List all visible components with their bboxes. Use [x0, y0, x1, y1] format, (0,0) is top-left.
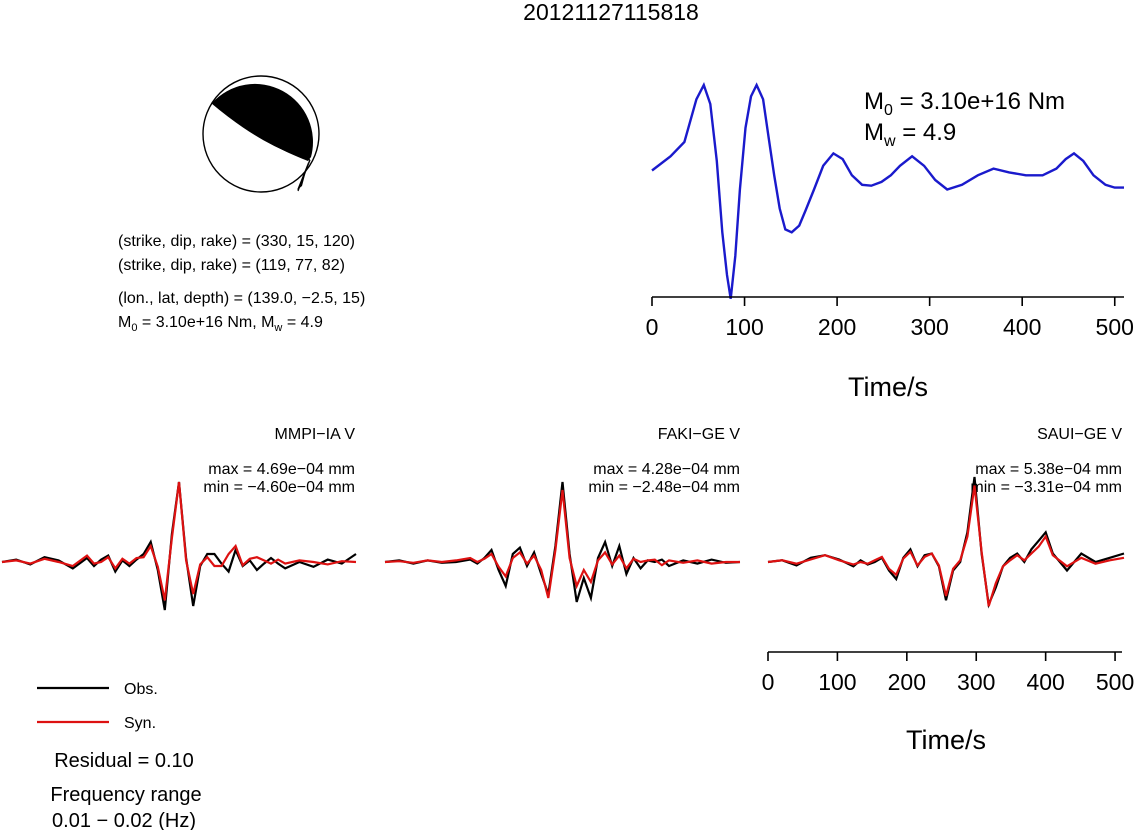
stf-x-axis: 0 100 200 300 400 500 [646, 296, 1134, 340]
stf-tick-label: 400 [1003, 314, 1041, 340]
fm-line-3: (lon., lat, depth) = (139.0, −2.5, 15) [118, 290, 365, 307]
station-label: SAUI−GE V [1037, 426, 1122, 443]
fm-moment-line: M0 = 3.10e+16 Nm, Mw = 4.9 [118, 314, 323, 334]
beachball [202, 75, 320, 193]
wave-tick-label: 0 [762, 669, 775, 695]
max-amplitude-label: max = 4.28e−04 mm [593, 461, 740, 478]
wave-tick-label: 400 [1026, 669, 1064, 695]
beachball-nodal-plane-2 [297, 159, 311, 192]
min-amplitude-label: min = −4.60e−04 mm [203, 479, 355, 496]
obs-waveform-line [767, 476, 1125, 609]
source-time-function-plot: 0 100 200 300 400 500 Time/s M0 = 3.10e+16 Nm… [646, 81, 1134, 402]
panel-faki: FAKI−GE V max = 4.28e−04 mm min = −2.48e… [384, 426, 741, 603]
max-amplitude-label: max = 5.38e−04 mm [975, 461, 1122, 478]
stf-x-axis-label: Time/s [848, 372, 928, 402]
stf-tick-label: 500 [1096, 314, 1134, 340]
stf-m0-annotation: M0 = 3.10e+16 Nm [864, 88, 1065, 119]
beachball-compressional-quadrant [212, 83, 313, 161]
syn-waveform-line [767, 485, 1125, 607]
legend-obs-label: Obs. [124, 681, 158, 698]
frequency-range-title: Frequency range [50, 784, 201, 806]
wave-tick-label: 200 [888, 669, 926, 695]
min-amplitude-label: min = −3.31e−04 mm [970, 479, 1122, 496]
beachball-compressional-sliver [297, 160, 309, 190]
stf-mw-annotation: Mw = 4.9 [864, 119, 956, 150]
station-label: FAKI−GE V [658, 426, 741, 443]
obs-waveform-line [1, 481, 357, 611]
wave-tick-label: 100 [818, 669, 856, 695]
stf-tick-label: 300 [910, 314, 948, 340]
legend: Obs. Syn. [37, 681, 158, 732]
panel-mmpi: MMPI−IA V max = 4.69e−04 mm min = −4.60e… [1, 426, 357, 611]
residual-text: Residual = 0.10 [54, 750, 194, 772]
syn-waveform-line [384, 489, 740, 599]
wave-tick-label: 500 [1096, 669, 1134, 695]
waveform-panels: MMPI−IA V max = 4.69e−04 mm min = −4.60e… [1, 426, 1135, 755]
stf-tick-label: 200 [818, 314, 856, 340]
legend-syn-label: Syn. [124, 715, 156, 732]
max-amplitude-label: max = 4.69e−04 mm [208, 461, 355, 478]
station-label: MMPI−IA V [275, 426, 356, 443]
frequency-range-value: 0.01 − 0.02 (Hz) [52, 810, 196, 830]
panel-saui: SAUI−GE V max = 5.38e−04 mm min = −3.31e… [762, 426, 1135, 755]
fm-line-2: (strike, dip, rake) = (119, 77, 82) [118, 257, 345, 274]
figure-title: 20121127115818 [523, 0, 699, 25]
focal-mechanism-info: (strike, dip, rake) = (330, 15, 120) (st… [118, 233, 365, 334]
stf-series-line [651, 81, 1124, 299]
wave-tick-label: 300 [957, 669, 995, 695]
stf-tick-label: 0 [646, 314, 659, 340]
syn-waveform-line [1, 481, 357, 601]
stf-tick-label: 100 [725, 314, 763, 340]
beachball-nodal-plane-1 [211, 102, 311, 161]
min-amplitude-label: min = −2.48e−04 mm [588, 479, 740, 496]
waveform-x-axis-label: Time/s [906, 725, 986, 755]
fm-line-1: (strike, dip, rake) = (330, 15, 120) [118, 233, 355, 250]
waveform-x-axis: 0 100 200 300 400 500 [762, 651, 1134, 695]
